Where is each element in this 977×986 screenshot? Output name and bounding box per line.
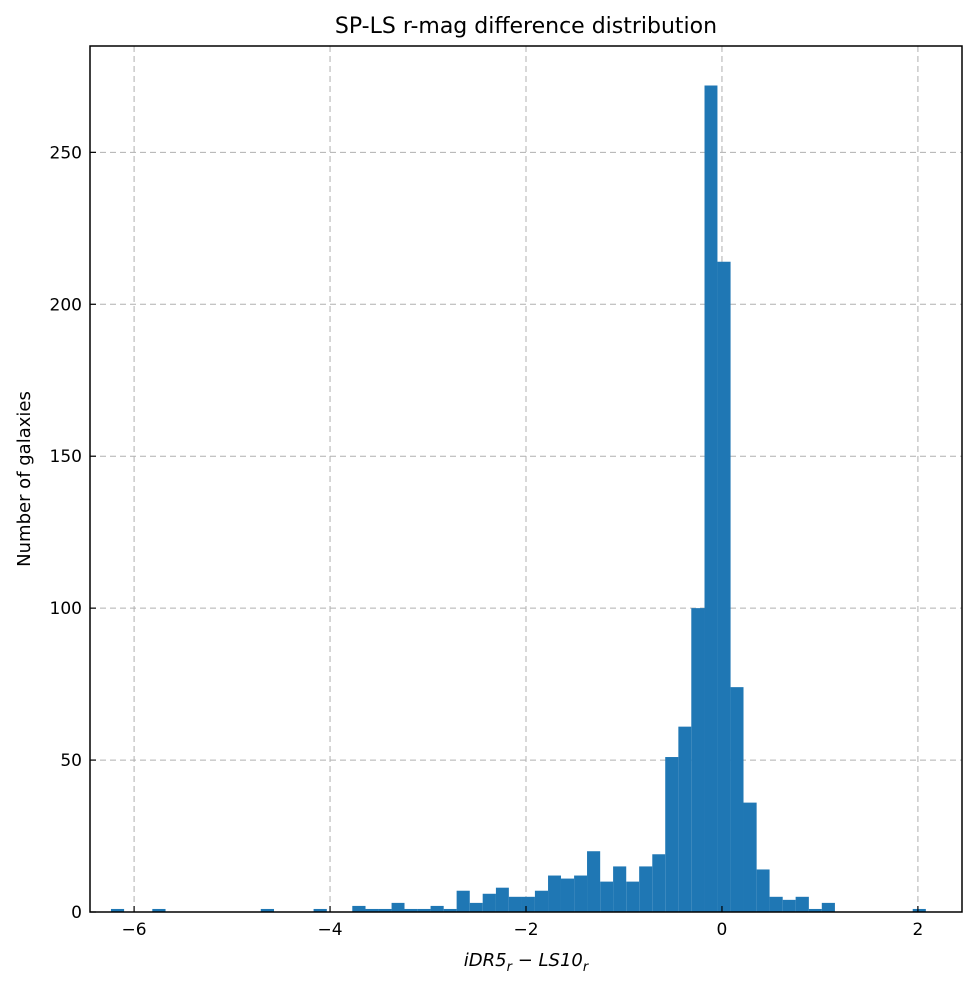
y-tick-label: 50 — [60, 751, 82, 771]
x-label-sub: r — [507, 960, 514, 975]
histogram-bar — [534, 890, 549, 912]
y-tick-label: 250 — [50, 143, 82, 163]
histogram-bar — [152, 908, 166, 912]
histogram-bar — [482, 893, 496, 912]
histogram-bar — [600, 881, 614, 912]
chart-title: SP-LS r-mag difference distribution — [335, 14, 717, 39]
histogram-bar — [521, 896, 535, 912]
axis-ticks: −6 −4 −2 0 2 0 50 100 150 200 250 — [50, 143, 924, 940]
histogram-bar — [795, 896, 809, 912]
y-tick-label: 200 — [50, 295, 82, 315]
y-tick-label: 150 — [50, 447, 82, 467]
histogram-bar — [912, 908, 926, 912]
grid-lines — [90, 46, 962, 912]
histogram-bar — [782, 899, 796, 912]
y-tick-label: 100 — [50, 599, 82, 619]
histogram-bar — [730, 687, 744, 912]
histogram-bar — [613, 866, 627, 912]
x-label-main: iDR5 — [464, 950, 507, 971]
histogram-bar — [456, 890, 470, 912]
x-tick-label: 2 — [912, 920, 923, 940]
histogram-bar — [365, 908, 379, 912]
histogram-bar — [665, 757, 679, 912]
histogram-bar — [469, 902, 483, 912]
y-tick-label: 0 — [71, 903, 82, 923]
histogram-bar — [717, 261, 731, 912]
x-axis-label: iDR5r − LS10r — [464, 950, 590, 975]
histogram-bar — [652, 854, 666, 912]
histogram-bar — [560, 878, 575, 912]
histogram-bar — [313, 908, 327, 912]
histogram-bar — [548, 875, 561, 912]
x-label-mid: − LS10 — [512, 950, 583, 971]
histogram-bar — [704, 85, 718, 912]
histogram-bars — [110, 85, 926, 912]
histogram-bar — [691, 608, 705, 912]
histogram-bar — [769, 896, 783, 912]
x-tick-label: −6 — [122, 920, 147, 940]
histogram-bar — [378, 908, 392, 912]
histogram-bar — [756, 869, 770, 912]
histogram-bar — [808, 908, 822, 912]
x-tick-label: −4 — [318, 920, 343, 940]
histogram-bar — [678, 726, 692, 912]
histogram-bar — [821, 902, 835, 912]
histogram-bar — [587, 851, 601, 912]
x-tick-label: −2 — [513, 920, 538, 940]
histogram-bar — [404, 908, 418, 912]
histogram-bar — [352, 905, 366, 912]
histogram-bar — [417, 908, 431, 912]
x-label-sub2: r — [583, 960, 590, 975]
histogram-bar — [495, 887, 509, 912]
histogram-bar — [574, 875, 588, 912]
histogram-bar — [110, 908, 125, 912]
x-tick-label: 0 — [717, 920, 728, 940]
y-axis-label: Number of galaxies — [14, 391, 35, 567]
histogram-bar — [430, 905, 444, 912]
histogram-bar — [443, 908, 457, 912]
histogram-bar — [639, 866, 653, 912]
histogram-bar — [626, 881, 640, 912]
histogram-bar — [508, 896, 522, 912]
histogram-bar — [391, 902, 405, 912]
histogram-bar — [260, 908, 275, 912]
histogram-bar — [743, 802, 757, 912]
